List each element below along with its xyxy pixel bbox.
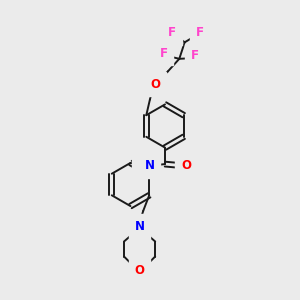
Text: O: O [135,264,145,278]
Text: O: O [181,159,191,172]
Text: F: F [168,26,176,39]
Text: F: F [196,26,204,39]
Text: F: F [191,49,199,62]
Text: H: H [137,160,146,171]
Text: N: N [144,159,154,172]
Text: N: N [135,220,145,233]
Text: O: O [150,77,160,91]
Text: F: F [160,47,168,60]
